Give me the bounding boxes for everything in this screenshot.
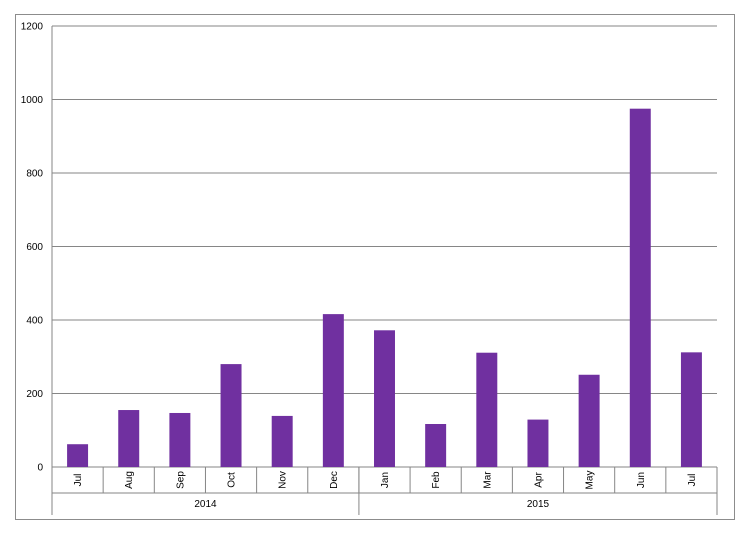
y-tick-label: 600 <box>26 242 43 253</box>
y-tick-label: 200 <box>26 389 43 400</box>
bar <box>271 415 293 467</box>
bar <box>425 424 447 467</box>
bar <box>169 412 191 467</box>
y-tick-label: 800 <box>26 169 43 180</box>
bar <box>578 374 600 467</box>
bar <box>476 352 498 467</box>
bar <box>374 330 395 467</box>
y-tick-label: 0 <box>37 463 43 474</box>
y-tick-label: 400 <box>26 316 43 327</box>
x-category-label: Mar <box>482 471 493 489</box>
x-category-label: Jan <box>380 472 391 488</box>
bar <box>680 352 702 467</box>
x-category-label: Jun <box>636 472 647 488</box>
x-category-label: Jul <box>687 474 698 487</box>
x-category-label: Jul <box>73 474 84 487</box>
x-category-label: Sep <box>175 471 186 489</box>
x-category-label: Feb <box>431 471 442 489</box>
x-category-label: Apr <box>533 472 544 488</box>
x-category-label: Nov <box>278 471 289 489</box>
bar <box>118 410 140 467</box>
bar <box>67 444 89 467</box>
bar <box>527 419 549 467</box>
x-category-label: Dec <box>329 471 340 489</box>
y-tick-label: 1000 <box>21 95 44 106</box>
y-tick-label: 1200 <box>21 22 44 33</box>
x-category-label: May <box>585 471 596 490</box>
x-category-label: Oct <box>227 472 238 488</box>
x-group-label: 2015 <box>527 499 550 510</box>
x-category-label: Aug <box>124 471 135 489</box>
bar <box>322 314 344 467</box>
x-group-label: 2014 <box>194 499 217 510</box>
bar <box>629 108 651 467</box>
bar <box>220 364 242 467</box>
